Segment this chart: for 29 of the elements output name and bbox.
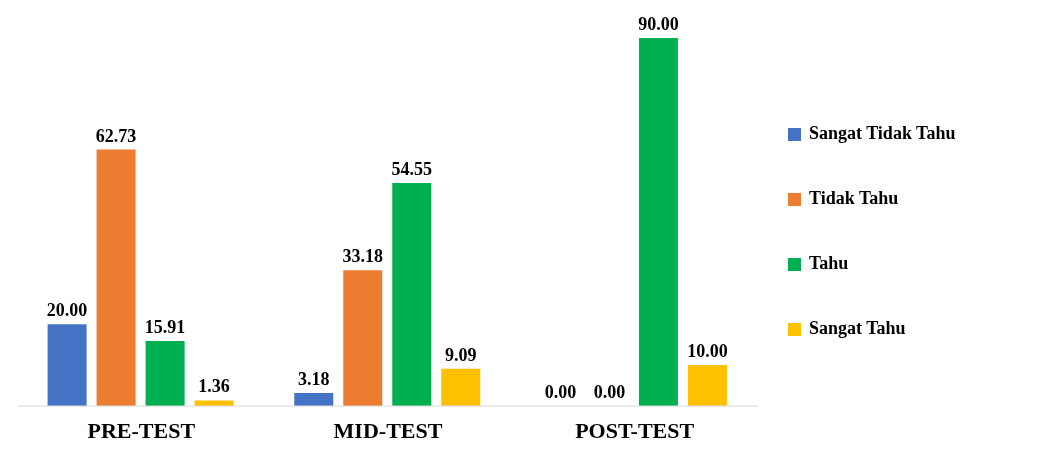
data-label: 0.00 <box>544 381 577 402</box>
data-label: 10.00 <box>687 341 728 362</box>
x-tick-label: MID-TEST <box>333 417 443 443</box>
data-label: 1.36 <box>198 376 230 397</box>
bar <box>343 270 383 406</box>
bar <box>392 182 432 406</box>
bar <box>687 365 727 406</box>
data-label: 20.00 <box>46 300 88 321</box>
data-label: 33.18 <box>342 246 384 267</box>
x-tick-label: POST-TEST <box>575 417 695 443</box>
data-label: 3.18 <box>298 369 330 389</box>
x-tick-label: PRE-TEST <box>87 417 196 443</box>
legend-label: Tidak Tahu <box>809 187 899 208</box>
bar <box>294 393 334 406</box>
data-label: 9.09 <box>445 344 477 365</box>
bar <box>96 149 136 406</box>
data-label: 62.73 <box>95 125 137 146</box>
data-label: 15.91 <box>144 316 186 337</box>
bar <box>441 368 481 406</box>
bar <box>145 340 185 406</box>
bar <box>194 400 234 406</box>
data-label: 0.00 <box>593 381 626 402</box>
bar <box>638 38 678 406</box>
data-label: 54.55 <box>391 158 433 179</box>
data-label: 90.00 <box>638 14 679 34</box>
legend-label: Tahu <box>809 252 849 273</box>
legend-label: Sangat Tahu <box>809 317 906 338</box>
legend-label: Sangat Tidak Tahu <box>809 122 956 143</box>
bar <box>47 324 87 406</box>
